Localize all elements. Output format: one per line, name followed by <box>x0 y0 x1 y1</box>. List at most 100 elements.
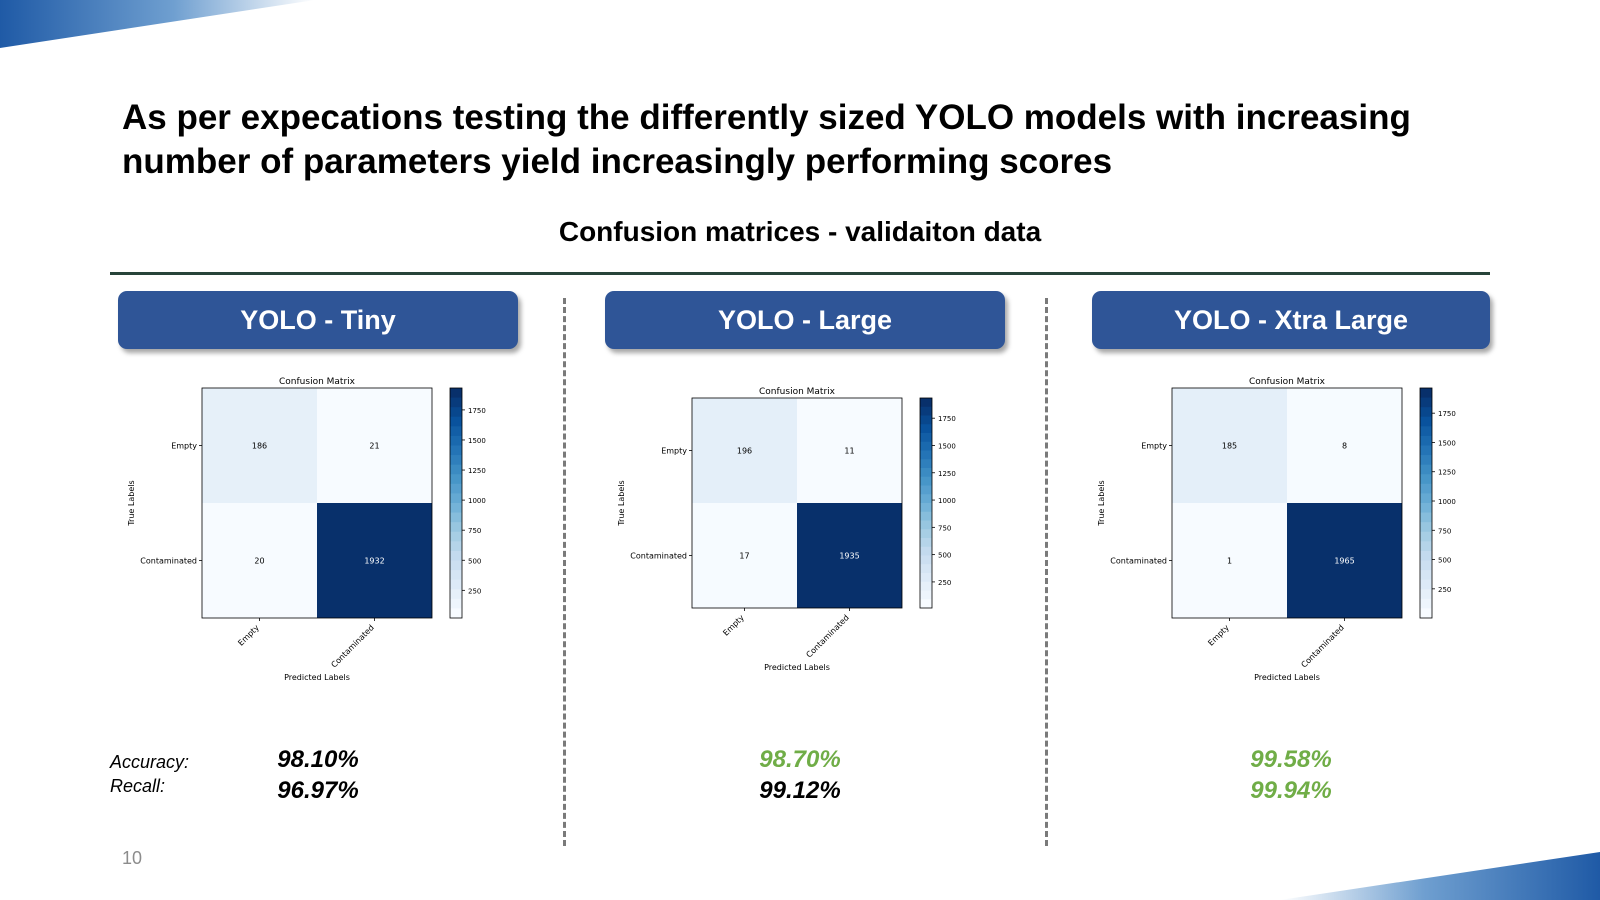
colorbar-segment <box>920 503 932 513</box>
colorbar-segment <box>450 550 462 561</box>
colorbar-tick-label: 1250 <box>1438 469 1456 477</box>
colorbar-segment <box>1420 598 1432 609</box>
colorbar-segment <box>920 538 932 548</box>
colorbar-segment <box>1420 426 1432 437</box>
x-axis-label: Predicted Labels <box>1254 673 1320 682</box>
colorbar-segment <box>450 589 462 600</box>
divider-line <box>110 272 1490 275</box>
model-header-xtra-large: YOLO - Xtra Large <box>1092 291 1490 349</box>
colorbar-tick-label: 500 <box>1438 557 1451 565</box>
colorbar-segment <box>450 531 462 542</box>
y-tick-label: Empty <box>1141 442 1167 451</box>
x-tick-label: Empty <box>1206 623 1231 648</box>
chart-title: Confusion Matrix <box>279 377 356 387</box>
y-axis-label: True Labels <box>1097 480 1106 526</box>
x-tick-label: Contaminated <box>329 623 375 669</box>
colorbar-segment <box>920 485 932 495</box>
model-header-tiny: YOLO - Tiny <box>118 291 518 349</box>
accuracy-label: Accuracy: <box>110 752 190 772</box>
y-tick-label: Contaminated <box>1110 557 1167 566</box>
colorbar-segment <box>1420 464 1432 475</box>
colorbar-segment <box>920 415 932 425</box>
cell-value-label: 186 <box>252 442 267 451</box>
colorbar-segment <box>450 512 462 523</box>
colorbar-segment <box>450 474 462 485</box>
y-axis-label: True Labels <box>127 480 136 526</box>
colorbar-segment <box>920 494 932 504</box>
matrix-cell <box>692 398 797 503</box>
colorbar-segment <box>920 573 932 583</box>
colorbar-segment <box>920 546 932 556</box>
colorbar-frame <box>449 387 463 619</box>
colorbar-segment <box>450 560 462 571</box>
colorbar-segment <box>920 468 932 478</box>
section-subtitle: Confusion matrices - validaiton data <box>558 216 1042 247</box>
confusion-matrix-xtra-large: Confusion Matrix 185 8 1 1965 Empty Contaminat… <box>1080 374 1500 714</box>
colorbar-segment <box>1420 503 1432 514</box>
matrix-cell <box>317 503 432 618</box>
column-separator-1 <box>563 298 566 846</box>
colorbar-segment <box>1420 512 1432 523</box>
accuracy-large: 98.70% <box>759 746 841 773</box>
colorbar-segment <box>920 433 932 443</box>
colorbar-tick-label: 500 <box>468 557 481 565</box>
matrix-cell <box>202 503 317 618</box>
y-tick-label: Empty <box>661 447 687 456</box>
x-tick-label: Contaminated <box>1299 623 1345 669</box>
colorbar-tick-label: 1000 <box>468 497 486 505</box>
y-tick-label: Contaminated <box>630 552 687 561</box>
colorbar-tick-label: 1250 <box>468 467 486 475</box>
colorbar-segment <box>920 581 932 591</box>
colorbar-segment <box>450 503 462 514</box>
y-tick-label: Empty <box>171 442 197 451</box>
colorbar-segment <box>920 564 932 574</box>
matrix-frame <box>691 397 903 609</box>
colorbar-segment <box>1420 483 1432 494</box>
colorbar-segment <box>1420 445 1432 456</box>
colorbar-segment <box>920 590 932 600</box>
colorbar-segment <box>920 441 932 451</box>
colorbar-tick-label: 1750 <box>468 407 486 415</box>
colorbar-segment <box>920 406 932 416</box>
matrix-cell <box>1172 503 1287 618</box>
matrix-cell <box>692 503 797 608</box>
colorbar-tick-label: 1000 <box>938 497 956 505</box>
colorbar-segment <box>450 483 462 494</box>
cell-value-label: 11 <box>844 447 854 456</box>
slide-title: As per expecations testing the different… <box>122 98 1411 181</box>
colorbar-segment <box>1420 388 1432 399</box>
colorbar-segment <box>920 555 932 565</box>
colorbar-segment <box>920 459 932 469</box>
colorbar-segment <box>450 426 462 437</box>
colorbar-segment <box>450 397 462 408</box>
colorbar-tick-label: 1500 <box>468 437 486 445</box>
colorbar-segment <box>920 529 932 539</box>
colorbar-segment <box>1420 493 1432 504</box>
colorbar-segment <box>1420 397 1432 408</box>
colorbar-segment <box>450 464 462 475</box>
matrix-cell <box>317 388 432 503</box>
colorbar-segment <box>450 522 462 533</box>
colorbar-segment <box>920 398 932 408</box>
colorbar-segment <box>450 598 462 609</box>
model-header-large: YOLO - Large <box>605 291 1005 349</box>
colorbar-tick-label: 1750 <box>938 415 956 423</box>
cell-value-label: 20 <box>254 557 264 566</box>
colorbar-segment <box>920 599 932 609</box>
accuracy-tiny: 98.10% <box>277 746 359 773</box>
column-separator-2 <box>1045 298 1048 846</box>
cell-value-label: 1 <box>1227 557 1232 566</box>
colorbar-segment <box>450 416 462 427</box>
page-number: 10 <box>122 848 143 868</box>
colorbar-segment <box>450 445 462 456</box>
colorbar-tick-label: 1750 <box>1438 410 1456 418</box>
y-tick-label: Contaminated <box>140 557 197 566</box>
cell-value-label: 17 <box>739 552 749 561</box>
colorbar-segment <box>920 450 932 460</box>
colorbar-tick-label: 1250 <box>938 470 956 478</box>
colorbar-tick-label: 750 <box>1438 527 1451 535</box>
accuracy-xtra-large: 99.58% <box>1250 746 1332 773</box>
x-tick-label: Contaminated <box>804 613 850 659</box>
colorbar-segment <box>1420 416 1432 427</box>
colorbar-segment <box>1420 474 1432 485</box>
